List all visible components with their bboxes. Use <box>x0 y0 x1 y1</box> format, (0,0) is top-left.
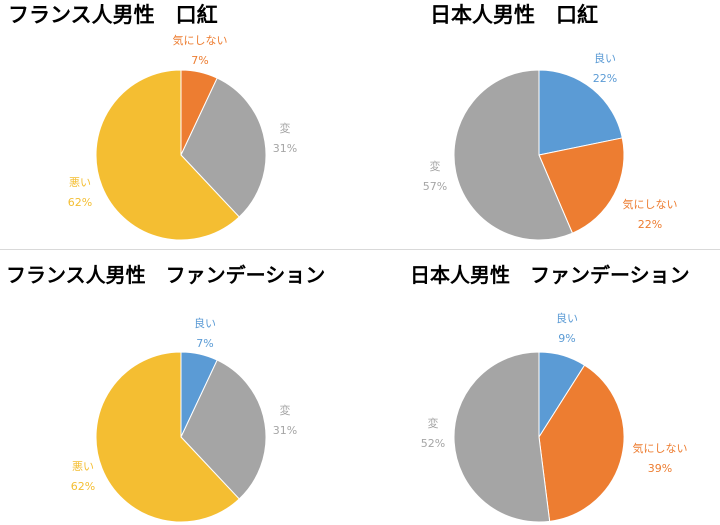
data-label-value: 22% <box>593 72 617 85</box>
data-label-value: 31% <box>273 424 297 437</box>
data-label-category: 良い <box>194 316 216 330</box>
data-label-category: 変 <box>280 121 291 135</box>
chart-title: フランス人男性 口紅 <box>8 3 218 27</box>
data-label-value: 9% <box>558 332 575 345</box>
chart-france-lipstick: フランス人男性 口紅気にしない 7% 変 31% 悪い 62% <box>0 0 360 262</box>
pie-slice <box>95 351 240 523</box>
data-label-category: 気にしない <box>633 441 688 455</box>
data-label-category: 変 <box>430 159 441 173</box>
data-label-category: 悪い <box>69 176 91 189</box>
chart-title: フランス人男性 ファンデーション <box>6 263 325 287</box>
data-label-category: 良い <box>594 51 616 65</box>
data-label-category: 良い <box>556 311 578 325</box>
data-label-category: 変 <box>428 416 439 430</box>
pie-slice <box>180 359 267 500</box>
data-label-value: 22% <box>638 218 662 231</box>
chart-title: 日本人男性 ファンデーション <box>410 263 690 287</box>
data-label-category: 気にしない <box>623 197 678 211</box>
pie-slice <box>538 364 625 522</box>
pie-slice <box>180 77 267 218</box>
chart-japan-foundation: 日本人男性 ファンデーション良い 9% 気にしない 39% 変 52% <box>360 262 720 524</box>
data-label-category: 悪い <box>72 460 94 473</box>
data-label-category: 気にしない <box>173 33 228 47</box>
pie-slice <box>538 137 625 234</box>
chart-japan-lipstick: 日本人男性 口紅良い 22% 気にしない 22% 変 57% <box>360 0 720 262</box>
data-label-value: 39% <box>648 462 672 475</box>
data-label-value: 62% <box>71 480 95 493</box>
pie-slice <box>538 69 623 156</box>
pie-slice <box>453 69 574 241</box>
data-label-value: 7% <box>196 337 213 350</box>
data-label-value: 57% <box>423 180 447 193</box>
data-label-category: 変 <box>280 403 291 417</box>
data-label-value: 7% <box>191 54 208 67</box>
chart-france-foundation: フランス人男性 ファンデーション良い 7% 変 31% 悪い 62% <box>0 262 360 524</box>
data-label-value: 62% <box>68 196 92 209</box>
chart-title: 日本人男性 口紅 <box>430 3 598 27</box>
pie-slice <box>95 69 240 241</box>
data-label-value: 31% <box>273 142 297 155</box>
pie-slice <box>453 351 551 523</box>
data-label-value: 52% <box>421 437 445 450</box>
chart-divider <box>0 249 720 250</box>
